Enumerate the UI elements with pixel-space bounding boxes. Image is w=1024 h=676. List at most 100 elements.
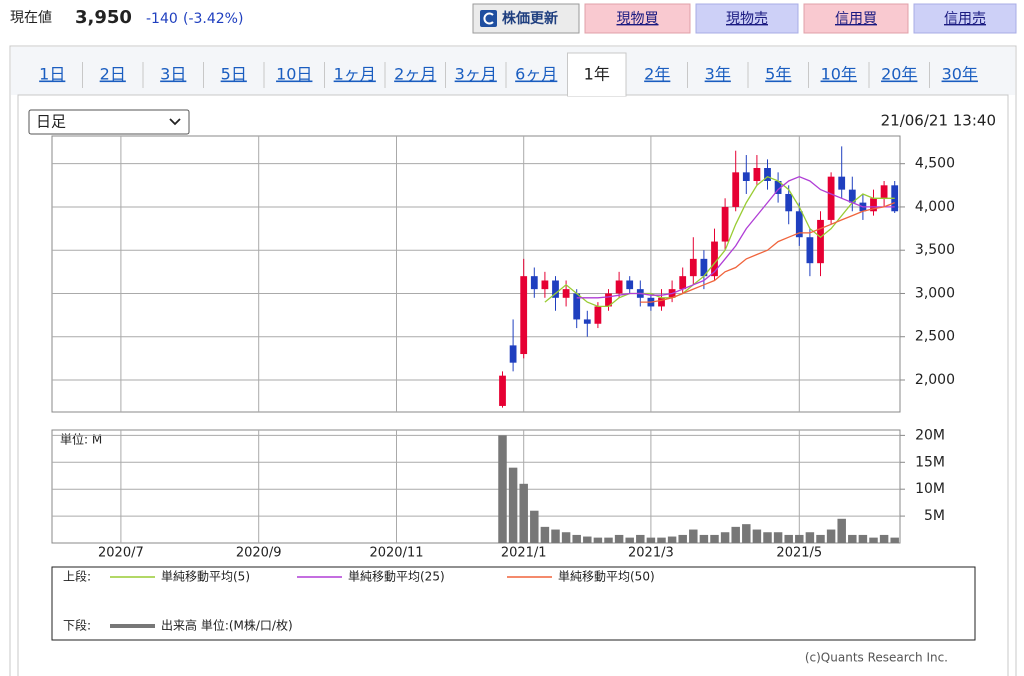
volume-bar [699,534,709,543]
candle-body [615,280,623,294]
x-tick-label: 2021/1 [501,546,547,561]
tab-label[interactable]: 1日 [39,65,65,84]
action-button[interactable] [803,3,909,34]
volume-bar [625,537,634,543]
action-button[interactable] [584,3,691,34]
candle-body [552,280,559,298]
y-tick-label: 4,000 [915,199,955,215]
credit: (c)Quants Research Inc. [805,651,948,665]
candle-body [700,258,708,277]
x-tick-label: 2021/5 [776,546,822,561]
action-button-label[interactable]: 信用売 [944,11,986,27]
candle-body [848,189,856,203]
candle-body [721,206,729,242]
candle-body [509,345,517,363]
volume-bar [561,532,571,543]
volume-bar [784,534,793,543]
volume-plot [51,429,901,544]
legend-label: 出来高 単位:(M株/口/枚) [161,618,293,633]
legend-upper-label: 上段: [63,569,91,584]
tab-label[interactable]: 5年 [765,65,791,84]
candle-body [541,280,549,290]
period-select[interactable]: 日足 [28,109,190,135]
y-tick-label: 3,500 [915,242,955,258]
tab-bar [11,47,1015,95]
candle-body [785,193,793,212]
tab-label[interactable]: 20年 [881,65,917,84]
action-button-label[interactable]: 株価更新 [502,10,558,27]
candle-body [594,306,602,324]
tab-label[interactable]: 6ヶ月 [515,65,557,84]
volume-bar [540,526,550,543]
active-tab[interactable] [567,52,627,97]
tab-label[interactable]: 2年 [644,65,670,84]
legend-box [51,566,976,641]
tab-label[interactable]: 2日 [100,65,126,84]
tab-label[interactable]: 1ヶ月 [334,65,376,84]
action-button[interactable] [913,3,1017,34]
candle-body [742,172,750,181]
legend-lower-label: 下段: [63,618,91,633]
tab-label[interactable]: 1年 [584,65,610,84]
volume-bar [848,534,857,543]
candle-body [774,180,782,194]
volume-bar [795,534,804,543]
candle-body [732,172,740,207]
y-tick-label: 2,500 [915,329,955,345]
volume-bar [530,510,539,543]
volume-bar [614,534,624,543]
tab-label[interactable]: 10年 [821,65,857,84]
action-button-label[interactable]: 現物買 [617,11,659,27]
volume-bar [593,537,603,543]
candle-body [870,198,877,212]
select-value[interactable]: 日足 [36,113,66,131]
tab-label[interactable]: 5日 [221,65,247,84]
select-box[interactable] [28,109,190,135]
action-button-label[interactable]: 現物売 [726,11,768,27]
tab-label[interactable]: 3年 [705,65,731,84]
candle-body [753,168,761,181]
y-tick-label: 2,000 [915,372,955,388]
refresh-icon [480,10,497,27]
moving-average-line [576,175,895,299]
candle-body [795,211,803,238]
volume-bar [583,536,592,543]
candle-body [562,289,570,298]
y-tick-label: 5M [924,508,945,524]
tab-label[interactable]: 3ヶ月 [455,65,497,84]
tab-label[interactable]: 10日 [276,65,312,84]
volume-bar [773,532,783,543]
candle-body [689,258,697,277]
volume-bar [890,537,899,543]
candle-body [605,293,612,307]
volume-unit: 単位: M [60,432,102,447]
volume-bar [752,529,762,543]
volume-bar [646,537,656,543]
y-tick-label: 4,500 [915,156,955,172]
select-arrow [169,118,181,126]
price-label: 現在値 [10,10,52,26]
tab-label[interactable]: 3日 [160,65,186,84]
volume-bar [879,534,889,543]
active-tab-cover [568,94,626,96]
volume-bar [763,532,772,543]
volume-bar [604,537,613,543]
candle-body [880,185,888,199]
volume-bar [731,526,740,543]
candle-body [658,297,665,307]
volume-bar [636,534,645,543]
tab-label[interactable]: 2ヶ月 [394,65,436,84]
volume-bar [869,537,878,543]
x-tick-label: 2020/11 [369,546,423,561]
tab-label[interactable]: 30年 [942,65,978,84]
moving-average-line [640,201,895,303]
volume-bar [508,467,518,543]
action-button[interactable] [695,3,799,34]
candle-body [626,280,634,290]
action-button-label[interactable]: 信用買 [835,11,877,27]
price-change: -140 [146,11,178,27]
volume-bar [498,435,507,543]
volume-bar [710,534,719,543]
volume-bar [858,534,868,543]
price-change-pct: (-3.42%) [183,11,243,27]
